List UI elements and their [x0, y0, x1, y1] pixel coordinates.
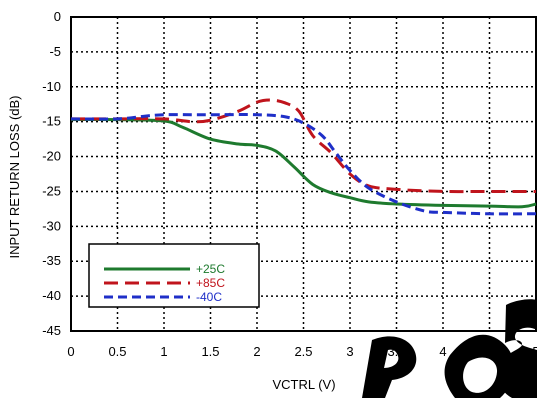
legend-label: +25C — [196, 262, 225, 276]
legend: +25C+85C-40C — [88, 243, 260, 308]
y-axis-label: INPUT RETURN LOSS (dB) — [7, 95, 22, 258]
x-tick-label: 3 — [346, 344, 353, 359]
series-line-40C — [70, 113, 537, 216]
x-tick-label: 3.5 — [387, 344, 405, 359]
x-tick-label: 1 — [160, 344, 167, 359]
legend-label: -40C — [196, 290, 222, 304]
x-tick-label: 0.5 — [108, 344, 126, 359]
x-tick-label: 2.5 — [294, 344, 312, 359]
x-tick-label: 0 — [67, 344, 74, 359]
x-tick-label: 2 — [253, 344, 260, 359]
x-tick-label: 4.5 — [480, 344, 498, 359]
plot-frame — [70, 16, 537, 332]
series-line-25C — [70, 117, 537, 209]
watermark — [362, 299, 537, 398]
y-tick-label: -35 — [42, 253, 61, 268]
y-tick-label: -40 — [42, 288, 61, 303]
y-tick-label: -15 — [42, 114, 61, 129]
y-tick-label: -30 — [42, 218, 61, 233]
x-axis-label: VCTRL (V) — [272, 377, 335, 392]
x-tick-label: 5 — [532, 344, 537, 359]
legend-label: +85C — [196, 276, 225, 290]
series-lines — [70, 98, 537, 216]
y-tick-label: -25 — [42, 183, 61, 198]
y-tick-label: -45 — [42, 323, 61, 338]
x-tick-label: 4 — [439, 344, 446, 359]
series-line-85C — [71, 98, 536, 194]
y-tick-label: -5 — [49, 44, 61, 59]
y-tick-label: -10 — [42, 79, 61, 94]
y-tick-label: -20 — [42, 149, 61, 164]
y-tick-label: 0 — [54, 9, 61, 24]
x-tick-label: 1.5 — [201, 344, 219, 359]
